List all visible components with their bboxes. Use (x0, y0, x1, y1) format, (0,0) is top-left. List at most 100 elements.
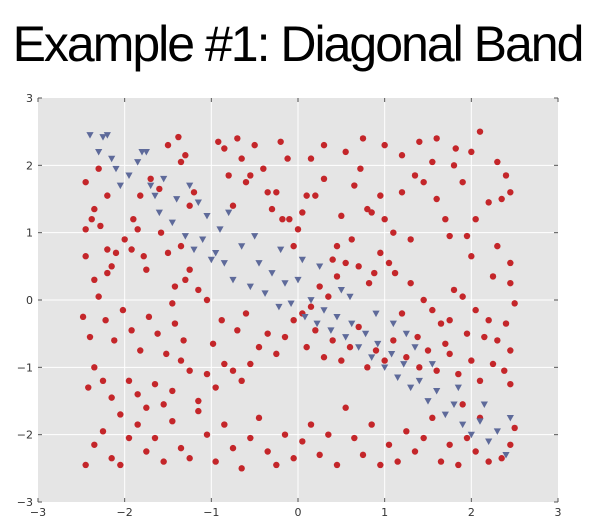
data-point-circle (407, 236, 414, 243)
data-point-circle (459, 178, 466, 186)
data-point-circle (104, 269, 111, 277)
data-point-circle (416, 364, 423, 371)
data-point-circle (452, 145, 459, 152)
data-point-circle (279, 216, 286, 223)
data-point-circle (433, 195, 440, 203)
data-point-triangle (212, 249, 220, 257)
data-point-triangle (246, 283, 254, 291)
data-point-circle (140, 253, 147, 260)
data-point-circle (468, 357, 475, 364)
data-point-triangle (415, 377, 423, 385)
data-point-circle (255, 414, 263, 422)
data-point-circle (472, 448, 479, 455)
data-point-circle (481, 333, 488, 341)
data-point-triangle (316, 263, 324, 270)
data-point-circle (171, 283, 179, 290)
data-point-circle (498, 455, 505, 462)
data-point-triangle (125, 172, 133, 180)
data-point-circle (229, 202, 237, 209)
data-point-circle (489, 360, 497, 368)
data-point-circle (377, 192, 384, 199)
data-point-triangle (476, 418, 484, 425)
data-point-circle (333, 242, 341, 250)
data-point-circle (511, 424, 518, 432)
data-point-circle (463, 330, 471, 337)
data-point-triangle (307, 297, 315, 304)
data-point-circle (507, 347, 514, 354)
data-point-triangle (454, 384, 462, 392)
data-point-circle (108, 263, 115, 270)
data-point-triangle (313, 320, 321, 328)
data-point-circle (143, 404, 150, 411)
data-point-circle (177, 357, 185, 364)
data-point-circle (307, 155, 315, 162)
data-point-triangle (99, 134, 107, 141)
data-point-circle (398, 152, 406, 159)
data-point-circle (203, 431, 211, 438)
data-point-triangle (229, 276, 237, 284)
data-point-circle (316, 283, 323, 290)
data-point-circle (137, 192, 144, 199)
data-point-circle (468, 148, 475, 156)
data-point-circle (507, 441, 514, 448)
data-point-triangle (294, 276, 302, 284)
data-point-circle (312, 192, 319, 199)
data-point-circle (82, 178, 89, 186)
data-point-circle (446, 350, 453, 358)
data-point-circle (95, 165, 102, 172)
data-point-circle (377, 249, 384, 257)
data-point-circle (398, 189, 406, 196)
y-tick-label: −2 (17, 429, 33, 442)
data-point-circle (372, 347, 380, 354)
data-point-triangle (281, 280, 289, 287)
data-point-circle (111, 337, 118, 344)
data-point-circle (212, 458, 219, 465)
data-point-circle (203, 370, 211, 378)
data-point-circle (151, 380, 159, 388)
data-point-circle (175, 133, 182, 141)
data-point-circle (112, 249, 120, 257)
data-point-circle (273, 189, 280, 196)
data-point-triangle (287, 300, 295, 307)
data-point-circle (91, 441, 98, 448)
data-point-circle (195, 397, 202, 405)
data-point-circle (494, 337, 501, 344)
data-point-circle (108, 455, 115, 462)
data-point-circle (381, 357, 388, 364)
data-point-circle (255, 343, 263, 351)
data-point-circle (420, 434, 427, 442)
data-point-circle (247, 360, 254, 368)
data-point-circle (195, 286, 202, 294)
x-tick-label: −1 (203, 506, 219, 518)
data-point-triangle (268, 270, 276, 277)
data-point-triangle (342, 334, 350, 341)
data-point-circle (134, 391, 141, 398)
data-point-circle (437, 458, 445, 465)
data-point-circle (225, 172, 232, 179)
data-point-circle (171, 320, 179, 327)
data-point-circle (177, 158, 185, 166)
data-point-circle (494, 242, 501, 250)
data-point-circle (147, 175, 154, 182)
data-point-circle (130, 216, 137, 223)
data-point-circle (95, 293, 102, 300)
series-blue-triangles (86, 132, 514, 459)
y-tick-label: 2 (26, 159, 33, 172)
data-point-circle (377, 461, 384, 469)
data-point-circle (455, 461, 462, 469)
data-point-circle (157, 229, 165, 236)
data-point-triangle (411, 344, 419, 351)
data-point-triangle (160, 175, 168, 183)
data-point-circle (394, 458, 401, 465)
data-point-triangle (346, 293, 354, 301)
data-point-triangle (225, 209, 233, 217)
data-point-circle (134, 226, 141, 233)
data-point-circle (450, 286, 458, 294)
data-point-circle (268, 205, 276, 213)
data-point-circle (455, 370, 462, 378)
data-point-circle (407, 279, 414, 287)
data-point-circle (368, 421, 375, 428)
data-point-circle (264, 448, 271, 455)
data-point-circle (177, 444, 185, 452)
